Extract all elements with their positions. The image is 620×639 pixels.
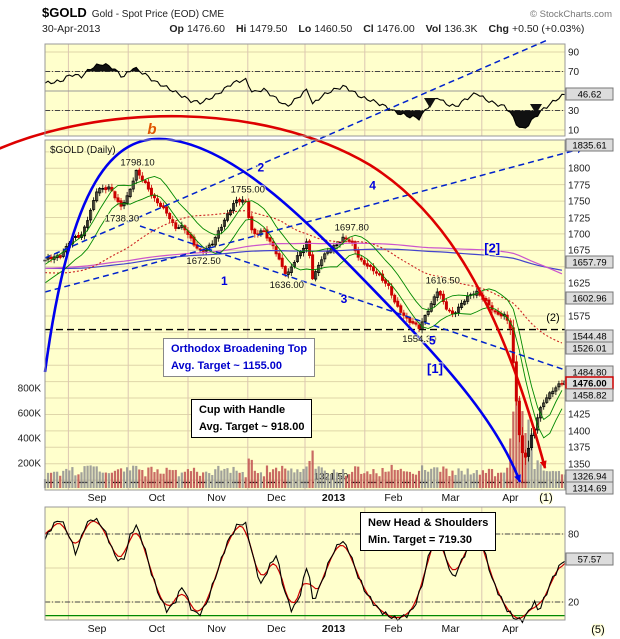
svg-text:1425: 1425 (568, 410, 591, 421)
svg-text:(2): (2) (546, 312, 559, 324)
svg-text:1700: 1700 (568, 230, 591, 241)
svg-text:1657.79: 1657.79 (572, 258, 606, 269)
svg-text:1725: 1725 (568, 214, 591, 225)
svg-text:1554.30: 1554.30 (402, 334, 436, 345)
svg-text:1625: 1625 (568, 279, 591, 290)
quote-change: Chg +0.50 (+0.03%) (488, 23, 585, 35)
svg-text:1675: 1675 (568, 246, 591, 257)
annotation-line: Orthodox Broadening Top (171, 343, 308, 355)
annotation-cup-with-handle: Cup with Handle Avg. Target ~ 918.00 (191, 399, 313, 438)
svg-text:1738.30: 1738.30 (105, 213, 139, 224)
annotation-line: New Head & Shoulders (368, 517, 489, 529)
svg-text:1458.82: 1458.82 (572, 391, 606, 402)
svg-text:Sep: Sep (88, 492, 107, 504)
svg-text:Oct: Oct (149, 492, 165, 504)
quote-date: 30-Apr-2013 (42, 23, 101, 35)
svg-text:Dec: Dec (267, 623, 286, 635)
svg-text:1602.96: 1602.96 (572, 294, 606, 305)
svg-text:4: 4 (369, 178, 376, 192)
svg-text:1: 1 (221, 274, 228, 288)
annotations-layer: $GOLD (Daily) 1798.10 1755.00 1738.30 1697.8… (49, 120, 606, 638)
svg-text:$GOLD (Daily): $GOLD (Daily) (50, 145, 116, 156)
trendlines (0, 40, 585, 483)
svg-text:20: 20 (568, 598, 580, 609)
svg-text:80: 80 (568, 530, 580, 541)
copyright: © StockCharts.com (530, 9, 612, 20)
svg-text:90: 90 (568, 48, 580, 59)
svg-text:Apr: Apr (502, 492, 519, 504)
svg-text:Mar: Mar (442, 623, 461, 635)
volume-bars (43, 389, 567, 488)
svg-text:2013: 2013 (322, 623, 346, 635)
annotation-line: Cup with Handle (199, 404, 286, 416)
svg-text:70: 70 (568, 67, 580, 78)
annotation-line: Avg. Target ~ 1155.00 (171, 359, 282, 372)
annotation-line: Avg. Target ~ 918.00 (199, 420, 305, 433)
rsi-line (44, 63, 566, 129)
svg-text:57.57: 57.57 (578, 555, 602, 566)
svg-text:1636.00: 1636.00 (270, 280, 304, 291)
svg-text:Nov: Nov (207, 623, 226, 635)
svg-text:10: 10 (568, 126, 580, 137)
svg-text:2013: 2013 (322, 492, 346, 504)
svg-text:Nov: Nov (207, 492, 226, 504)
chart-area: 1321.50180017751750172517001675162515751… (0, 40, 620, 639)
svg-text:1616.50: 1616.50 (426, 275, 460, 286)
svg-text:600K: 600K (18, 409, 42, 420)
quote-high: Hi 1479.50 (235, 23, 288, 35)
svg-text:800K: 800K (18, 384, 42, 395)
svg-text:b: b (147, 121, 156, 138)
svg-text:1750: 1750 (568, 197, 591, 208)
chart-header: $GOLD Gold - Spot Price (EOD) CME © Stoc… (0, 0, 620, 40)
svg-text:1326.94: 1326.94 (572, 472, 606, 483)
moving-averages (44, 175, 563, 439)
svg-text:1755.00: 1755.00 (231, 184, 265, 195)
quote-close: Cl 1476.00 (363, 23, 415, 35)
svg-text:Mar: Mar (442, 492, 461, 504)
annotation-line: Min. Target = 719.30 (368, 533, 473, 546)
quote-volume: Vol 136.3K (425, 23, 478, 35)
panel-borders (44, 43, 566, 621)
svg-text:1800: 1800 (568, 164, 591, 175)
ticker-symbol: $GOLD (42, 5, 87, 20)
axis-labels: 1800177517501725170016751625157514251400… (18, 48, 614, 635)
svg-text:Sep: Sep (88, 623, 107, 635)
svg-text:1375: 1375 (568, 443, 591, 454)
svg-text:1526.01: 1526.01 (572, 344, 606, 355)
svg-text:1697.80: 1697.80 (335, 223, 369, 234)
svg-text:1835.61: 1835.61 (572, 141, 606, 152)
svg-text:200K: 200K (18, 459, 42, 470)
svg-text:Feb: Feb (384, 492, 402, 504)
svg-text:(1): (1) (539, 492, 552, 504)
quote-low: Lo 1460.50 (298, 23, 353, 35)
svg-text:Oct: Oct (149, 623, 165, 635)
svg-text:5: 5 (429, 333, 436, 347)
svg-text:1314.69: 1314.69 (572, 484, 606, 495)
svg-text:Dec: Dec (267, 492, 286, 504)
annotation-orthodox-broadening-top: Orthodox Broadening Top Avg. Target ~ 11… (163, 338, 316, 377)
svg-text:1544.48: 1544.48 (572, 332, 606, 343)
instrument-name: Gold - Spot Price (EOD) CME (91, 9, 225, 20)
svg-text:30: 30 (568, 106, 580, 117)
svg-text:1575: 1575 (568, 312, 591, 323)
svg-text:1476.00: 1476.00 (572, 379, 606, 390)
svg-text:(5): (5) (591, 624, 604, 636)
svg-text:1484.80: 1484.80 (572, 368, 606, 379)
svg-text:[2]: [2] (484, 240, 500, 255)
quote-open: Op 1476.60 (169, 23, 225, 35)
svg-text:1798.10: 1798.10 (120, 157, 154, 168)
svg-text:1400: 1400 (568, 427, 591, 438)
svg-text:Apr: Apr (502, 623, 519, 635)
svg-text:Feb: Feb (384, 623, 402, 635)
svg-text:1672.50: 1672.50 (186, 256, 220, 267)
svg-text:1775: 1775 (568, 181, 591, 192)
svg-text:3: 3 (341, 292, 348, 306)
svg-text:400K: 400K (18, 434, 42, 445)
svg-text:2: 2 (257, 161, 264, 175)
svg-text:[1]: [1] (427, 361, 443, 376)
annotation-head-and-shoulders: New Head & Shoulders Min. Target = 719.3… (360, 512, 497, 551)
svg-text:1350: 1350 (568, 460, 591, 471)
svg-text:46.62: 46.62 (578, 90, 602, 101)
